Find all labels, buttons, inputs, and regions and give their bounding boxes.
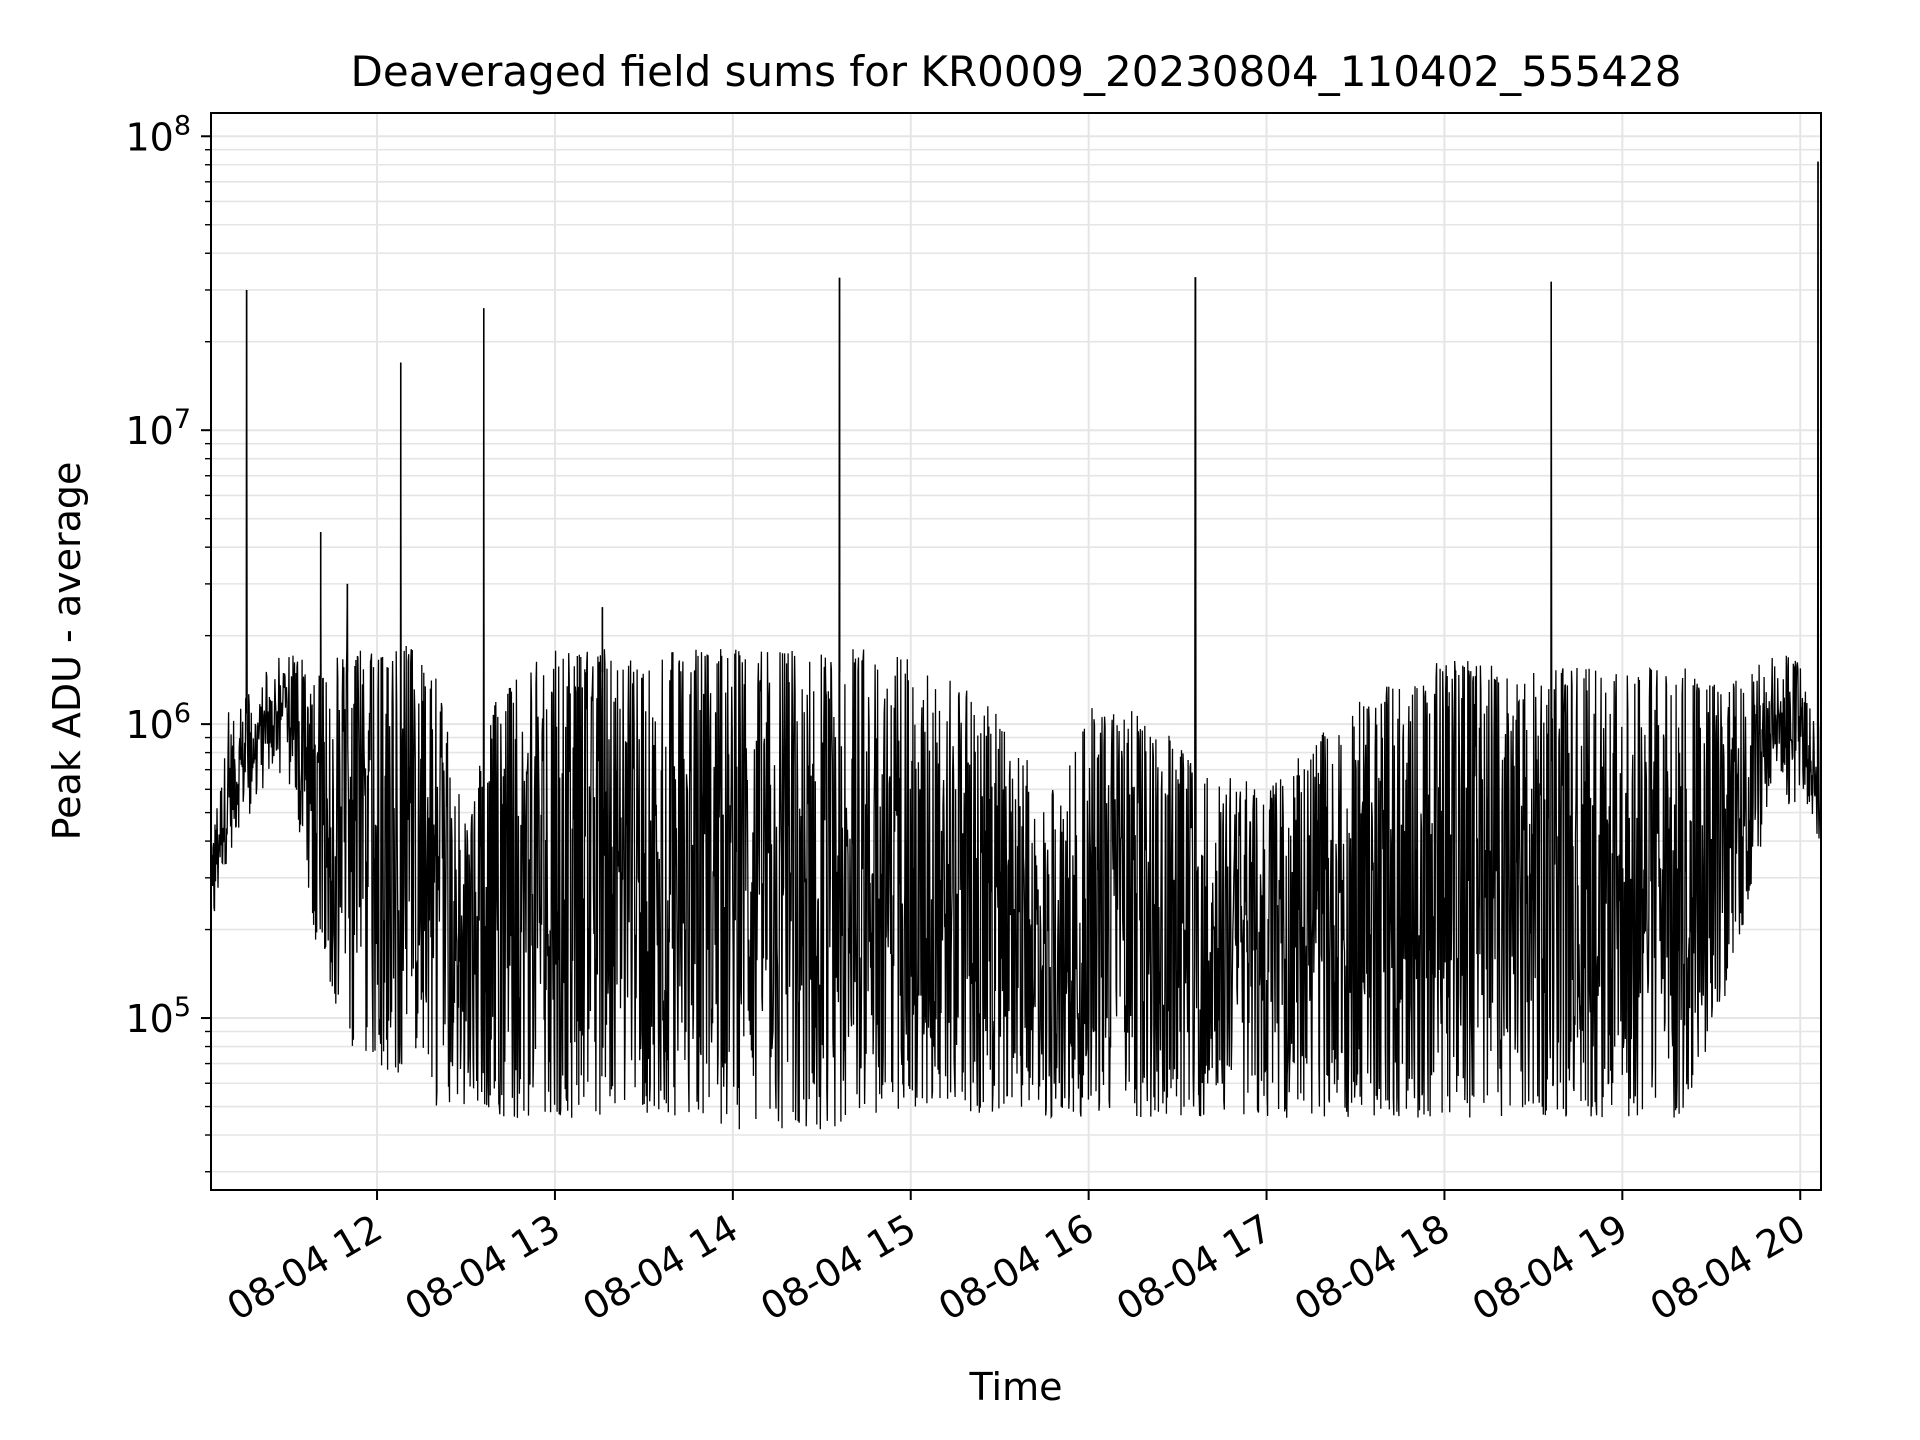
chart-title: Deaveraged field sums for KR0009_2023080… bbox=[351, 47, 1682, 96]
data-layer bbox=[210, 161, 1822, 1130]
y-tick-label: 108 bbox=[125, 110, 191, 159]
y-tick-label: 107 bbox=[125, 404, 191, 453]
y-axis-label: Peak ADU - average bbox=[45, 462, 89, 841]
y-tick-label: 105 bbox=[125, 992, 191, 1041]
series-line bbox=[210, 161, 1822, 1130]
plot-frame bbox=[210, 112, 1822, 1191]
x-axis-label: Time bbox=[969, 1365, 1063, 1409]
y-tick-label: 106 bbox=[125, 698, 191, 747]
